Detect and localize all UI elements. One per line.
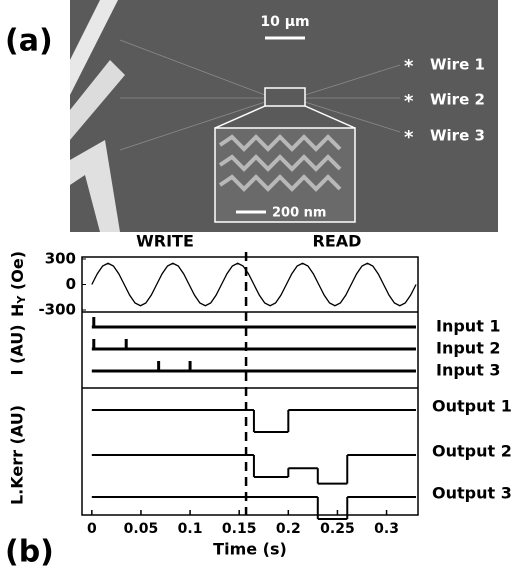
phase-label: READ bbox=[313, 232, 362, 251]
legend-label: Output 2 bbox=[432, 442, 512, 461]
y-axis-label: I (AU) bbox=[8, 324, 27, 375]
legend-label: Output 1 bbox=[432, 397, 512, 416]
y-tick-label: 300 bbox=[45, 250, 76, 268]
wire-label: Wire 2 bbox=[430, 91, 485, 109]
wire-marker: * bbox=[404, 56, 414, 77]
plot-frame bbox=[81, 256, 419, 516]
wire-label: Wire 3 bbox=[430, 127, 485, 145]
panel-label: (b) bbox=[5, 535, 54, 570]
y-axis-label: HY (Oe) bbox=[8, 251, 29, 317]
x-tick-label: 0.15 bbox=[222, 521, 257, 537]
y-axis-label: L.Kerr (AU) bbox=[8, 405, 27, 505]
legend-label: Input 1 bbox=[436, 317, 501, 336]
wire-marker: * bbox=[404, 91, 414, 112]
x-axis-label: Time (s) bbox=[213, 540, 287, 559]
x-tick-label: 0.3 bbox=[374, 521, 399, 537]
scale-bar-label: 200 nm bbox=[272, 206, 326, 221]
x-tick-label: 0.1 bbox=[178, 521, 203, 537]
legend-label: Input 2 bbox=[436, 339, 501, 358]
wire-label: Wire 1 bbox=[430, 56, 485, 74]
x-tick-label: 0.2 bbox=[276, 521, 301, 537]
phase-label: WRITE bbox=[136, 232, 194, 251]
x-tick-label: 0 bbox=[87, 521, 97, 537]
wire-marker: * bbox=[404, 127, 414, 148]
legend-label: Output 3 bbox=[432, 484, 512, 503]
y-tick-label: -300 bbox=[38, 301, 76, 319]
legend-label: Input 3 bbox=[436, 361, 501, 380]
sem-image bbox=[70, 0, 498, 232]
y-tick-label: 0 bbox=[66, 275, 76, 293]
scale-bar-label: 10 μm bbox=[260, 14, 309, 30]
x-tick-label: 0.05 bbox=[124, 521, 159, 537]
panel-label: (a) bbox=[5, 24, 53, 59]
x-tick-label: 0.25 bbox=[320, 521, 355, 537]
field-line bbox=[91, 262, 417, 307]
